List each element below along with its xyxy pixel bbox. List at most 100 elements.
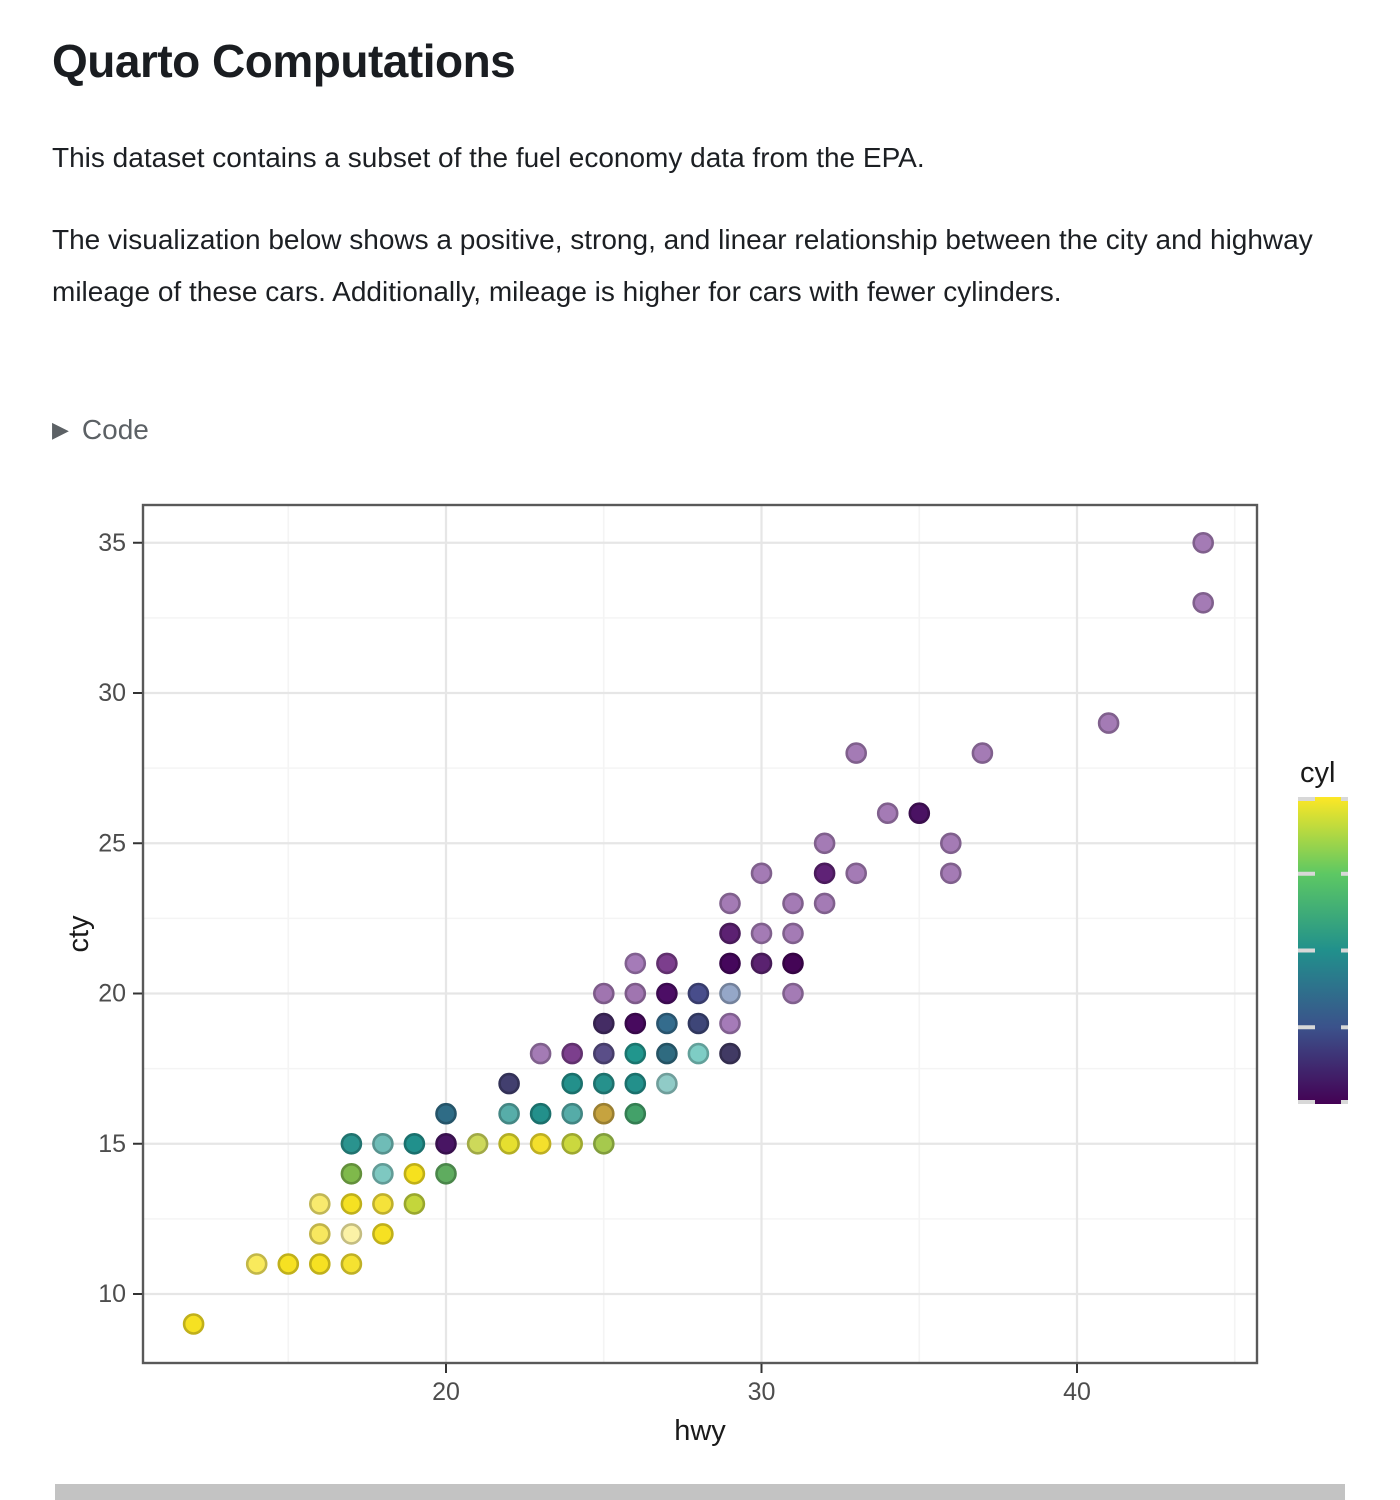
- data-point: [719, 922, 741, 945]
- data-point: [813, 862, 836, 885]
- data-point: [403, 1132, 426, 1155]
- data-point: [719, 952, 741, 975]
- data-point: [971, 742, 994, 764]
- data-point: [561, 1132, 584, 1155]
- data-point: [908, 802, 931, 825]
- data-point: [372, 1132, 394, 1155]
- data-point: [592, 982, 615, 1005]
- data-point: [719, 982, 741, 1005]
- x-tick-label: 30: [748, 1378, 776, 1406]
- intro-paragraph: This dataset contains a subset of the fu…: [52, 142, 925, 173]
- data-point: [498, 1132, 520, 1155]
- data-point: [845, 742, 868, 764]
- data-point: [435, 1102, 457, 1125]
- data-point: [750, 922, 773, 945]
- data-point: [592, 1132, 615, 1155]
- data-point: [340, 1223, 363, 1245]
- grid-minor: [143, 505, 1257, 1363]
- data-point: [466, 1132, 489, 1155]
- legend-ticks: [1298, 797, 1348, 1104]
- data-point: [372, 1162, 394, 1185]
- legend-title: cyl: [1300, 757, 1335, 789]
- data-point: [435, 1132, 457, 1155]
- data-point: [592, 1102, 615, 1125]
- page-title: Quarto Computations: [52, 35, 516, 87]
- data-point: [624, 1102, 647, 1125]
- data-point: [876, 802, 899, 825]
- data-point: [782, 952, 804, 975]
- data-point: [182, 1313, 205, 1335]
- data-point: [939, 862, 962, 885]
- data-point: [308, 1193, 331, 1215]
- data-point: [340, 1253, 363, 1275]
- data-point: [719, 1012, 741, 1035]
- data-point: [498, 1102, 520, 1125]
- data-point: [1097, 712, 1120, 734]
- data-point: [687, 1042, 710, 1065]
- y-axis-title: cty: [63, 915, 95, 953]
- data-point: [308, 1253, 331, 1275]
- data-point: [529, 1042, 552, 1065]
- y-tick-label: 10: [98, 1280, 126, 1308]
- data-point: [1192, 531, 1214, 554]
- data-point: [782, 892, 804, 915]
- data-point: [939, 832, 962, 855]
- data-point: [656, 1012, 678, 1035]
- data-point: [687, 982, 710, 1005]
- data-point: [403, 1193, 426, 1215]
- data-point: [498, 1072, 520, 1095]
- data-point: [813, 892, 836, 915]
- data-point: [750, 862, 773, 885]
- data-point: [403, 1162, 426, 1185]
- data-point: [529, 1102, 552, 1125]
- y-tick-label: 30: [98, 679, 126, 707]
- data-point: [592, 1042, 615, 1065]
- triangle-right-icon: ▶: [52, 417, 69, 442]
- data-point: [308, 1223, 331, 1245]
- data-point: [624, 1042, 647, 1065]
- data-point: [561, 1102, 584, 1125]
- code-disclosure-label: Code: [81, 414, 149, 445]
- data-point: [782, 922, 804, 945]
- data-point: [277, 1253, 300, 1275]
- bottom-divider: [55, 1484, 1345, 1500]
- y-tick-label: 15: [98, 1130, 126, 1158]
- data-point: [372, 1193, 394, 1215]
- data-point: [656, 952, 678, 975]
- data-point: [372, 1223, 394, 1245]
- data-point: [813, 832, 836, 855]
- y-tick-label: 35: [98, 529, 126, 557]
- code-disclosure[interactable]: ▶ Code: [52, 414, 149, 446]
- description-paragraph: The visualization below shows a positive…: [52, 224, 1313, 307]
- y-axis: 10 15 20 25 30 35: [98, 529, 142, 1308]
- data-point: [656, 982, 678, 1005]
- panel-border: [141, 503, 1259, 1365]
- data-point: [624, 1012, 647, 1035]
- data-point: [592, 1072, 615, 1095]
- data-point: [656, 1042, 678, 1065]
- data-point: [561, 1072, 584, 1095]
- data-point: [687, 1012, 710, 1035]
- data-point: [624, 982, 647, 1005]
- scatter-plot-svg: 20 30 40 10 15 20 25 30 35 hwy cty cyl: [63, 503, 1348, 1447]
- data-point: [340, 1193, 363, 1215]
- data-point: [845, 862, 868, 885]
- data-point: [1192, 592, 1214, 614]
- scatter-figure: 20 30 40 10 15 20 25 30 35 hwy cty cyl: [0, 490, 1400, 1475]
- data-point: [624, 1072, 647, 1095]
- x-axis: 20 30 40: [432, 1364, 1091, 1406]
- data-point: [340, 1162, 363, 1185]
- x-axis-title: hwy: [674, 1415, 726, 1447]
- data-point: [529, 1132, 552, 1155]
- data-point: [624, 952, 647, 975]
- data-points: [182, 531, 1214, 1335]
- plot-panel: [143, 505, 1257, 1363]
- y-tick-label: 25: [98, 829, 126, 857]
- data-point: [750, 952, 773, 975]
- data-point: [561, 1042, 584, 1065]
- x-tick-label: 20: [432, 1378, 460, 1406]
- x-tick-label: 40: [1063, 1378, 1091, 1406]
- data-point: [782, 982, 804, 1005]
- data-point: [340, 1132, 363, 1155]
- data-point: [719, 892, 741, 915]
